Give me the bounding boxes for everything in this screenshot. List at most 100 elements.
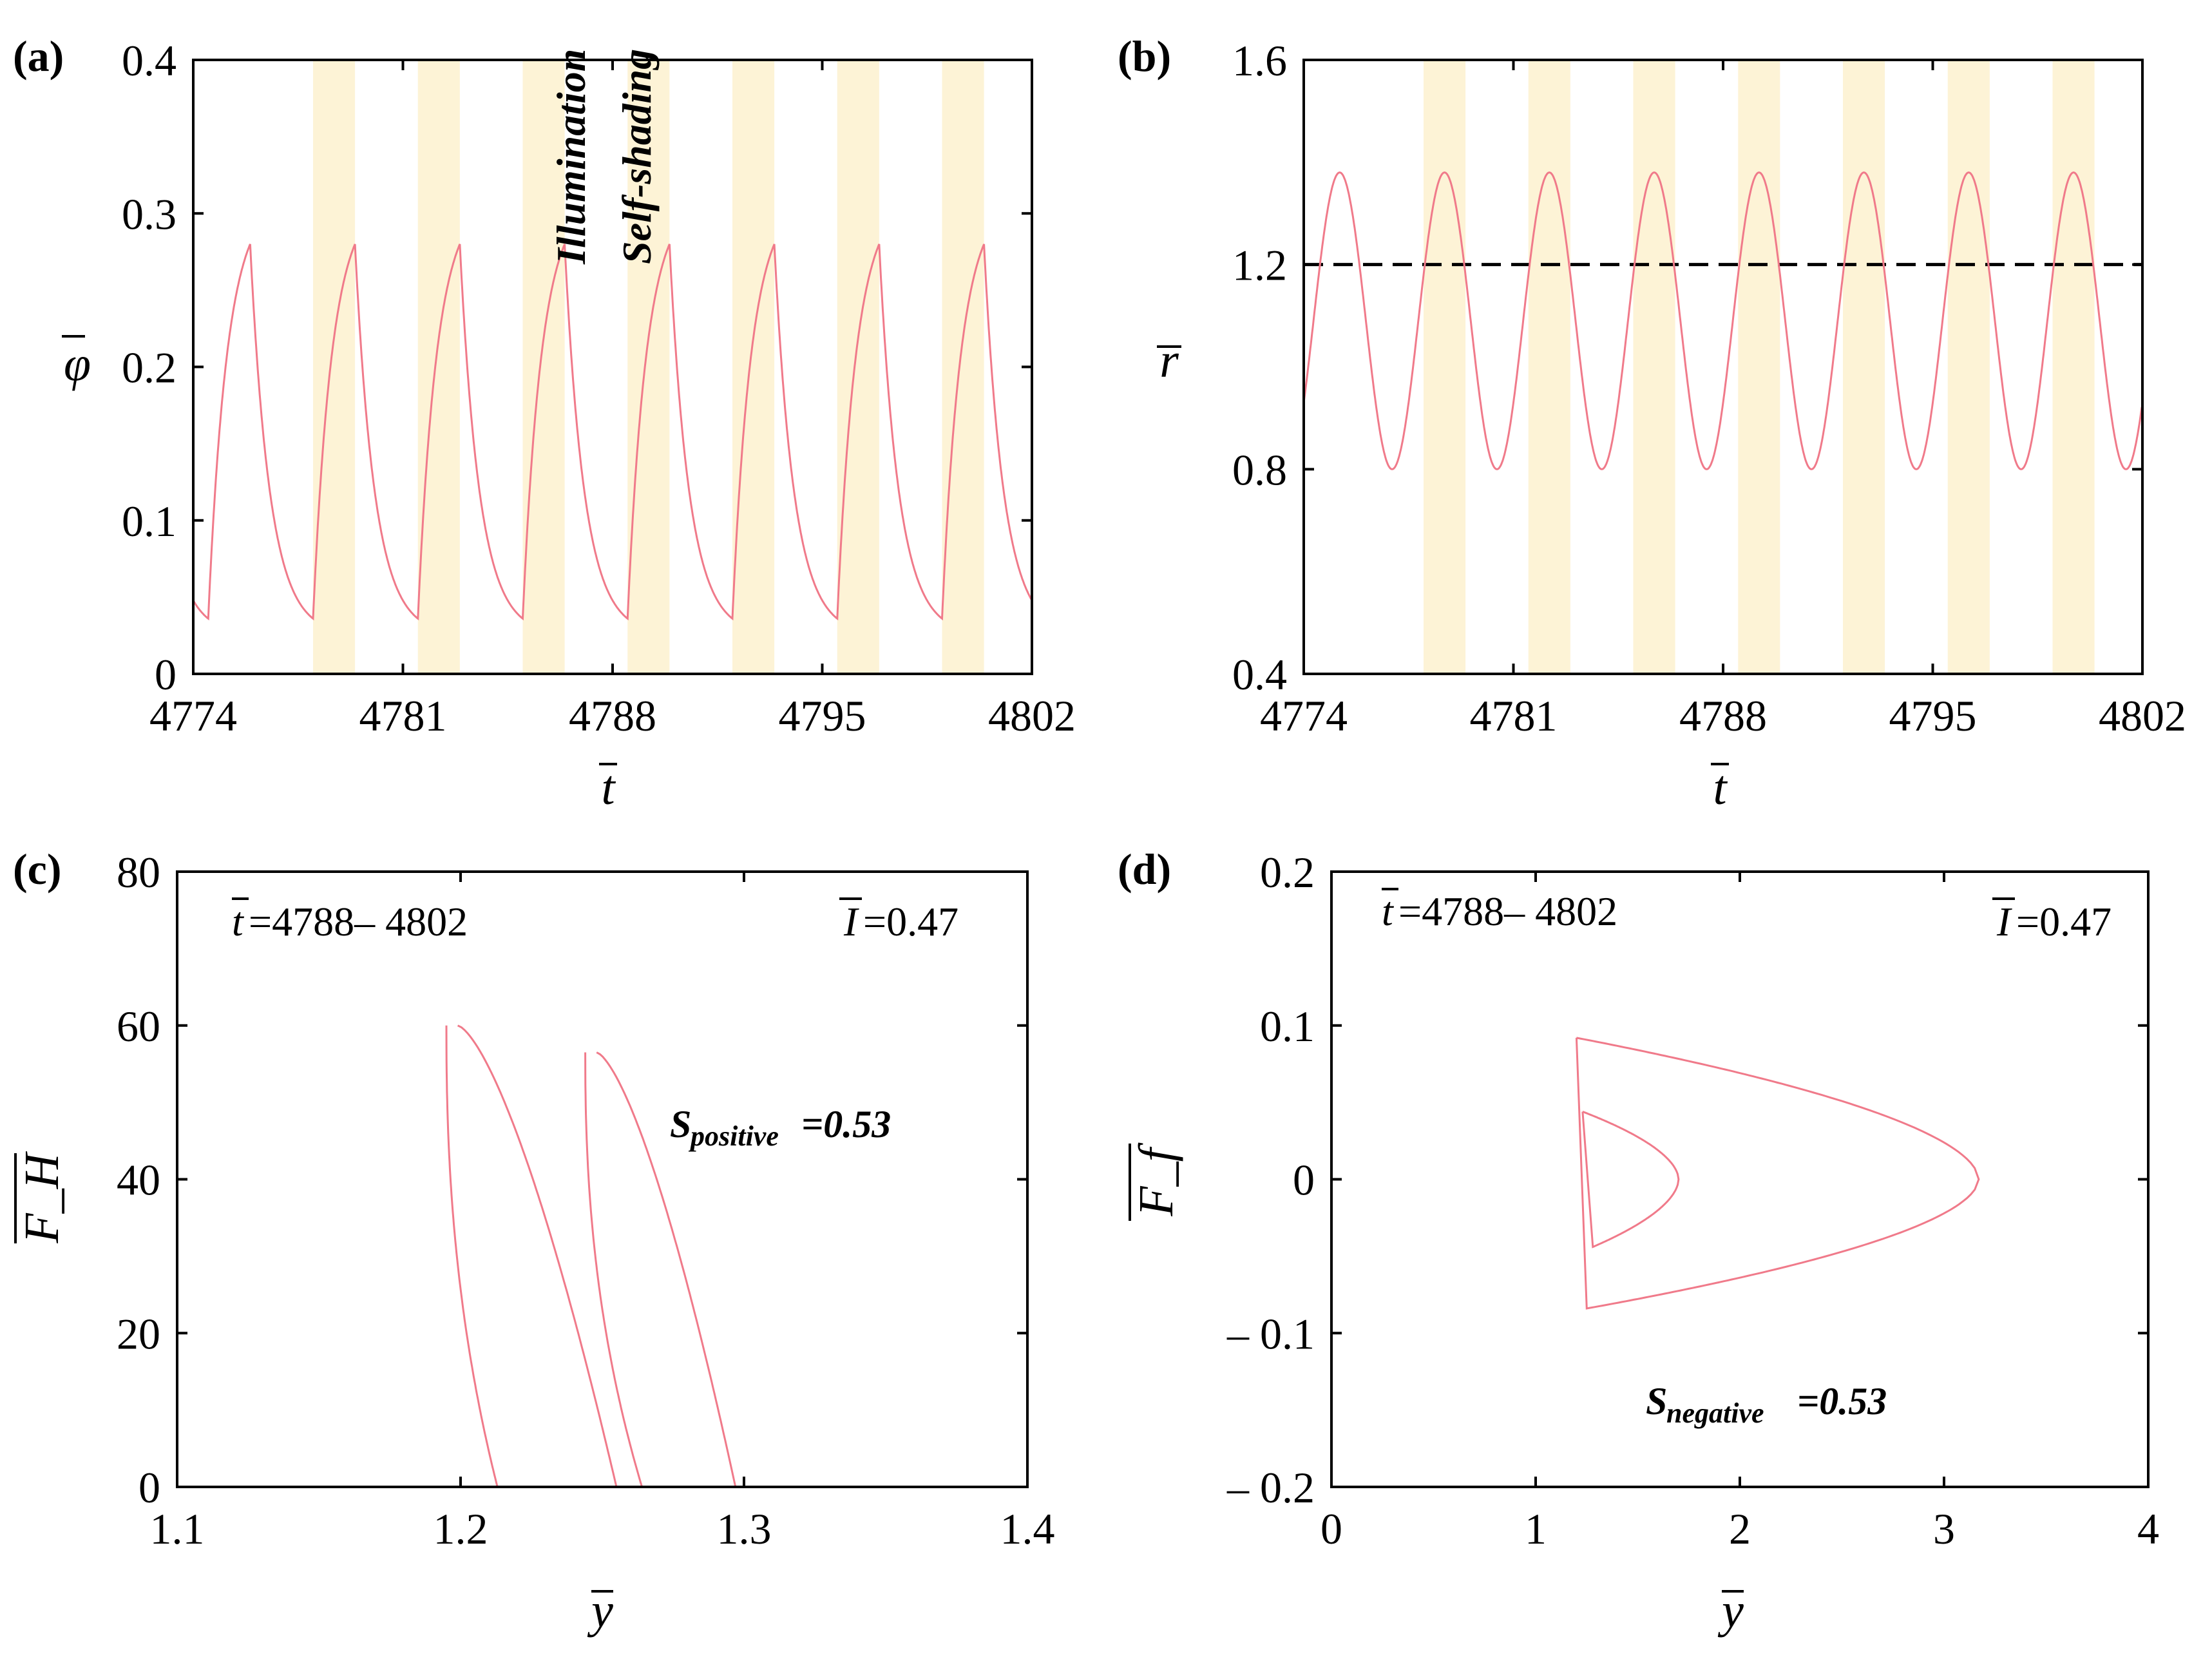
panel-d-xtick-label: 1 xyxy=(1525,1504,1547,1553)
panel-a-xlabel-text: t xyxy=(601,761,616,815)
panel-b-illumination-band xyxy=(1947,60,1990,674)
panel-c-area-value: =0.53 xyxy=(801,1103,891,1145)
panel-c-xtick-label: 1.1 xyxy=(150,1504,205,1553)
panel-a-illumination-band xyxy=(942,60,984,674)
panel-d-ytick-label: 0.1 xyxy=(1260,1002,1315,1051)
panel-c-t-symbol: t xyxy=(232,899,245,944)
panel-c-curve xyxy=(445,1024,1027,1488)
panel-a-illumination-band xyxy=(522,60,565,674)
panel-d-area-value: =0.53 xyxy=(1797,1380,1887,1422)
panel-a-ytick-label: 0 xyxy=(155,650,176,699)
panel-b-xtick-label: 4788 xyxy=(1679,691,1767,740)
panel-d-area-subscript: negative xyxy=(1666,1397,1764,1429)
panel-c-ytick-label: 60 xyxy=(117,1002,160,1051)
panel-d-ytick-label: – 0.1 xyxy=(1226,1309,1315,1358)
panel-b-bands xyxy=(1424,60,2095,674)
panel-d-intensity-symbol: I xyxy=(1996,899,2012,944)
panel-d-ytick-label: – 0.2 xyxy=(1226,1463,1315,1512)
panel-b-ytick-label: 0.8 xyxy=(1232,445,1287,494)
panel-c-ylabel: F_H xyxy=(14,1151,69,1244)
panel-d-xlabel: y xyxy=(1717,1584,1744,1638)
panel-d-xtick-label: 0 xyxy=(1321,1504,1342,1553)
panel-b-label: (b) xyxy=(1118,32,1171,81)
panel-c-time-range: t =4788– 4802 xyxy=(232,897,468,944)
panel-d-time-range: t =4788– 4802 xyxy=(1382,888,1617,934)
panel-a-illumination-band xyxy=(313,60,356,674)
panel-d-xtick-label: 2 xyxy=(1729,1504,1751,1553)
panel-d-area-label: S negative =0.53 xyxy=(1646,1380,1887,1429)
panel-d-label: (d) xyxy=(1118,845,1171,894)
panel-c-intensity-text: =0.47 xyxy=(863,899,958,944)
panel-d-xtick-label: 4 xyxy=(2137,1504,2159,1553)
panel-a-bands xyxy=(313,60,984,674)
panel-d-frame xyxy=(1330,870,2150,1488)
panel-c-loop xyxy=(445,1024,618,1488)
panel-b: (b) 4774 4781 4788 4795 4802 0.4 0.8 1.2 1.6 r t xyxy=(1118,32,2186,815)
panel-d-ytick-label: 0.2 xyxy=(1260,848,1315,897)
panel-d-ylabel: F_f xyxy=(1129,1142,1183,1221)
panel-a-xtick-label: 4774 xyxy=(149,691,237,740)
panel-b-xlabel: t xyxy=(1711,761,1729,815)
panel-d-intensity-text: =0.47 xyxy=(2016,899,2112,944)
panel-a-ytick-label: 0.2 xyxy=(122,343,176,392)
panel-c-ytick-label: 0 xyxy=(138,1463,160,1512)
panel-c-xlabel: y xyxy=(587,1584,613,1638)
panel-a-ytick-label: 0.4 xyxy=(122,36,176,85)
panel-d-area-symbol: S xyxy=(1646,1380,1667,1422)
panel-c-ylabel-text: F_H xyxy=(15,1151,69,1243)
annotation-illumination: Illumination xyxy=(548,49,594,265)
panel-a-xtick-label: 4795 xyxy=(779,691,866,740)
panel-a-illumination-band xyxy=(627,60,670,674)
panel-a-xtick-label: 4802 xyxy=(988,691,1076,740)
panel-b-ytick-label: 1.6 xyxy=(1232,36,1287,85)
panel-b-ticks: 4774 4781 4788 4795 4802 0.4 0.8 1.2 1.6 xyxy=(1232,36,2186,740)
panel-a-xtick-label: 4781 xyxy=(359,691,447,740)
panel-a-label: (a) xyxy=(13,32,64,81)
panel-b-ylabel-text: r xyxy=(1159,334,1179,388)
panel-c-area-label: S positive =0.53 xyxy=(670,1103,891,1152)
panel-b-illumination-band xyxy=(1424,60,1466,674)
panel-c-area-subscript: positive xyxy=(688,1120,779,1152)
panel-c-ticks: 1.1 1.2 1.3 1.4 0 20 40 60 80 xyxy=(117,848,1055,1553)
panel-d-intensity: I =0.47 xyxy=(1992,897,2112,944)
panel-c-ytick-label: 80 xyxy=(117,848,160,897)
panel-a-illumination-band xyxy=(837,60,879,674)
panel-c-xtick-label: 1.2 xyxy=(434,1504,488,1553)
panel-b-xtick-label: 4781 xyxy=(1470,691,1558,740)
panel-b-curve xyxy=(1302,171,2143,470)
panel-a-ytick-label: 0.1 xyxy=(122,497,176,546)
panel-c-time-range-text: =4788– 4802 xyxy=(249,899,468,944)
panel-d: (d) 0 1 2 3 4 – 0.2 – 0.1 0 0.1 0.2 t =4788– 4802… xyxy=(1118,845,2159,1638)
panel-a-xlabel: t xyxy=(599,761,617,815)
panel-b-xlabel-text: t xyxy=(1713,761,1728,815)
panel-c-ytick-label: 20 xyxy=(117,1309,160,1358)
panel-d-loop xyxy=(1575,1037,1980,1310)
panel-b-ytick-label: 1.2 xyxy=(1232,241,1287,290)
annotation-self-shading: Self-shading xyxy=(614,49,660,264)
panel-a-ylabel-text: φ xyxy=(64,337,91,391)
panel-c-area-symbol: S xyxy=(670,1103,691,1145)
panel-b-r-line xyxy=(1302,171,2143,470)
panel-a-ticks: 4774 4781 4788 4795 4802 0 0.1 0.2 0.3 0.4 xyxy=(122,36,1076,740)
panel-b-illumination-band xyxy=(1843,60,1885,674)
panel-a-illumination-band xyxy=(732,60,775,674)
panel-c-intensity: I =0.47 xyxy=(839,897,958,944)
panel-c-xtick-label: 1.3 xyxy=(717,1504,772,1553)
panel-a: (a) 4774 4781 4788 4795 4802 0 0.1 0.2 0.3 0.4 Il… xyxy=(13,32,1076,815)
panel-a-illumination-band xyxy=(417,60,460,674)
panel-d-ytick-label: 0 xyxy=(1293,1156,1315,1205)
panel-d-loop xyxy=(1581,1111,1680,1249)
panel-b-illumination-band xyxy=(1633,60,1675,674)
panel-c-ytick-label: 40 xyxy=(117,1156,160,1205)
panel-d-ylabel-text: F_f xyxy=(1129,1142,1183,1216)
panel-b-illumination-band xyxy=(2052,60,2095,674)
panel-b-ylabel: r xyxy=(1157,334,1181,388)
panel-b-xtick-label: 4774 xyxy=(1260,691,1348,740)
panel-a-ylabel: φ xyxy=(62,335,91,391)
panel-b-illumination-band xyxy=(1528,60,1570,674)
panel-d-curve xyxy=(1575,1037,1980,1310)
panel-c-loop xyxy=(584,1051,737,1488)
panel-a-phi-line xyxy=(192,244,1033,621)
